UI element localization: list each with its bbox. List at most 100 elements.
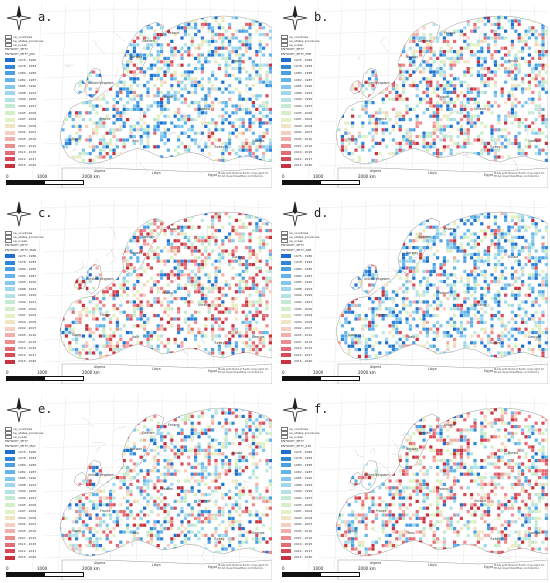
entropy-cell: [173, 124, 177, 128]
entropy-cell: [214, 39, 218, 43]
entropy-cell: [497, 166, 500, 169]
entropy-cell: [517, 249, 521, 253]
entropy-cell: [132, 324, 136, 328]
entropy-cell: [480, 141, 484, 145]
entropy-cell: [68, 138, 72, 142]
entropy-cell: [132, 141, 136, 145]
entropy-cell: [211, 73, 215, 77]
entropy-cell: [425, 276, 429, 280]
entropy-cell: [415, 266, 419, 270]
entropy-cell: [190, 43, 194, 47]
entropy-cell: [105, 218, 109, 222]
entropy-cell: [442, 22, 446, 26]
entropy-cell: [231, 348, 235, 352]
entropy-cell: [514, 280, 518, 284]
entropy-cell: [258, 235, 262, 239]
entropy-cell: [241, 60, 245, 64]
entropy-cell: [251, 283, 255, 287]
entropy-cell: [160, 53, 164, 57]
entropy-cell: [480, 256, 484, 260]
entropy-cell: [473, 263, 477, 267]
entropy-cell: [156, 358, 160, 360]
entropy-cell: [456, 121, 460, 125]
legend-swatch: [5, 117, 15, 122]
entropy-cell: [534, 232, 538, 236]
entropy-cell: [132, 348, 136, 352]
entropy-cell: [402, 148, 406, 152]
entropy-cell: [466, 70, 470, 74]
entropy-cell: [473, 290, 477, 294]
entropy-cell: [109, 348, 113, 352]
entropy-cell: [453, 293, 457, 297]
entropy-cell: [439, 107, 443, 111]
entropy-cell: [214, 334, 218, 338]
entropy-cell: [207, 317, 211, 321]
entropy-cell: [98, 36, 102, 40]
entropy-cell: [180, 259, 184, 263]
country-border: [357, 54, 361, 60]
entropy-cell: [381, 286, 385, 290]
entropy-cell: [221, 225, 225, 229]
entropy-cell: [459, 111, 463, 115]
entropy-cell: [251, 276, 255, 280]
entropy-cell: [122, 155, 126, 159]
entropy-cell: [493, 297, 497, 301]
place-label: Poland: [162, 95, 173, 99]
entropy-cell: [251, 22, 255, 26]
entropy-cell: [258, 118, 262, 122]
entropy-cell: [126, 101, 130, 105]
legend-label: 1988 - 1993: [294, 90, 313, 95]
entropy-cell: [153, 118, 157, 122]
entropy-cell: [102, 246, 106, 250]
entropy-cell: [255, 158, 259, 162]
entropy-cell: [197, 331, 201, 335]
legend-label: 1992 - 1997: [18, 103, 37, 108]
entropy-cell: [422, 97, 426, 101]
entropy-cell: [456, 246, 460, 250]
entropy-cell: [439, 87, 443, 91]
legend-label: 1997 - 2002: [294, 117, 313, 122]
entropy-cell: [68, 114, 72, 118]
entropy-cell: [85, 327, 89, 331]
entropy-cell: [524, 29, 528, 33]
entropy-cell: [357, 84, 361, 88]
entropy-cell: [122, 280, 126, 284]
entropy-cell: [439, 273, 443, 277]
entropy-cell: [194, 263, 198, 267]
entropy-cell: [194, 362, 197, 365]
entropy-cell: [177, 269, 181, 273]
entropy-cell: [504, 80, 508, 84]
entropy-cell: [245, 280, 249, 284]
entropy-cell: [388, 43, 392, 47]
entropy-cell: [234, 218, 238, 222]
entropy-cell: [265, 222, 269, 226]
entropy-cell: [510, 84, 514, 88]
entropy-cell: [241, 158, 245, 162]
entropy-cell: [85, 124, 89, 128]
entropy-cell: [425, 84, 429, 88]
entropy-cell: [136, 43, 140, 47]
entropy-cell: [75, 70, 79, 74]
entropy-cell: [85, 101, 89, 105]
entropy-cell: [336, 303, 338, 307]
entropy-cell: [139, 162, 143, 164]
entropy-cell: [129, 19, 133, 23]
entropy-cell: [71, 101, 75, 105]
entropy-cell: [388, 307, 392, 311]
entropy-cell: [361, 239, 365, 243]
legend-class: 1997 - 2002: [5, 116, 45, 123]
entropy-cell: [139, 341, 143, 345]
entropy-cell: [231, 131, 235, 135]
entropy-cell: [497, 128, 501, 132]
entropy-cell: [476, 138, 480, 142]
entropy-cell: [105, 33, 109, 37]
entropy-cell: [95, 317, 99, 321]
entropy-cell: [449, 162, 453, 164]
entropy-cell: [187, 293, 191, 297]
entropy-cell: [170, 229, 174, 233]
legend-class: 1980 - 1985: [5, 266, 45, 273]
entropy-cell: [64, 273, 68, 277]
entropy-cell: [459, 104, 463, 108]
entropy-cell: [207, 152, 211, 156]
entropy-cell: [68, 324, 72, 328]
